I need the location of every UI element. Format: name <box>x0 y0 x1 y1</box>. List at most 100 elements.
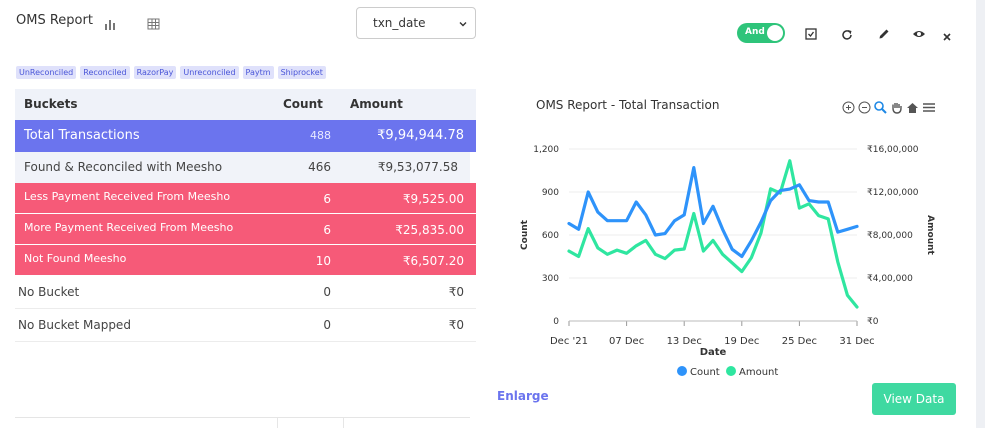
zoom-in-icon[interactable] <box>842 99 855 114</box>
row-bucket: Not Found Meesho <box>24 252 127 265</box>
y-axis-right: ₹0 ₹4,00,000 ₹8,00,000 ₹12,00,000 ₹16,00,000 <box>867 145 919 327</box>
row-bucket: No Bucket <box>18 285 80 299</box>
y2-axis-title: Amount <box>925 215 935 255</box>
x-tick-label: 13 Dec <box>667 336 702 347</box>
legend-marker-count <box>677 366 687 376</box>
selection-zoom-icon[interactable] <box>874 99 887 114</box>
bar-chart-icon[interactable] <box>103 15 117 30</box>
page-title: OMS Report <box>16 13 93 28</box>
table-icon[interactable] <box>147 15 161 30</box>
row-count: 6 <box>323 223 331 237</box>
chevron-down-icon <box>459 22 467 27</box>
filter-chip[interactable]: Paytm <box>242 66 274 79</box>
filter-chip[interactable]: UnReconciled <box>16 66 77 79</box>
filter-chip[interactable]: RazorPay <box>133 66 177 79</box>
filter-chip[interactable]: Reconciled <box>80 66 130 79</box>
close-icon[interactable] <box>941 28 955 42</box>
x-tick-label: 31 Dec <box>839 336 874 347</box>
series-line-count <box>567 166 859 259</box>
table-row[interactable]: No Bucket Mapped 0 ₹0 <box>15 309 476 342</box>
row-amount: ₹9,94,944.78 <box>377 128 464 143</box>
row-count: 0 <box>323 285 331 299</box>
menu-icon[interactable] <box>922 99 935 112</box>
date-field-select[interactable]: txn_date <box>356 7 476 39</box>
home-reset-icon[interactable] <box>906 99 919 113</box>
row-bucket: Found & Reconciled with Meesho <box>24 160 223 174</box>
table-row[interactable]: No Bucket 0 ₹0 <box>15 276 476 309</box>
header-amount[interactable]: Amount <box>350 97 403 111</box>
edit-pencil-icon[interactable] <box>877 26 891 40</box>
zoom-out-icon[interactable] <box>858 99 871 114</box>
table-row[interactable]: Found & Reconciled with Meesho 466 ₹9,53… <box>15 152 470 183</box>
chart-title: OMS Report - Total Transaction <box>536 98 720 112</box>
row-amount: ₹25,835.00 <box>395 223 464 237</box>
row-amount: ₹9,53,077.58 <box>377 160 458 174</box>
view-data-button[interactable]: View Data <box>872 383 956 415</box>
legend-marker-amount <box>726 366 736 376</box>
y2-tick-label: ₹16,00,000 <box>867 145 919 155</box>
table-footer-row <box>15 417 470 428</box>
table-row[interactable]: More Payment Received From Meesho 6 ₹25,… <box>15 214 476 245</box>
toggle-knob <box>767 25 783 41</box>
x-tick-label: 19 Dec <box>724 336 759 347</box>
filter-chip[interactable]: Unreconciled <box>180 66 239 79</box>
column-divider <box>343 418 344 428</box>
scroll-gutter <box>976 0 985 428</box>
toggle-label: And <box>745 27 765 37</box>
row-count: 6 <box>323 192 331 206</box>
row-count: 466 <box>308 160 331 174</box>
y-axis-title: Count <box>520 219 530 250</box>
filter-chips: UnReconciled Reconciled RazorPay Unrecon… <box>16 66 326 79</box>
table-row[interactable]: Less Payment Received From Meesho 6 ₹9,5… <box>15 183 476 214</box>
x-tick-label: 25 Dec <box>782 336 817 347</box>
y-tick-label: 600 <box>542 231 559 241</box>
header-buckets[interactable]: Buckets <box>24 97 78 111</box>
row-amount: ₹0 <box>448 318 464 332</box>
row-bucket: More Payment Received From Meesho <box>24 221 234 234</box>
row-amount: ₹9,525.00 <box>402 192 464 206</box>
legend-label-amount: Amount <box>739 367 778 378</box>
date-field-value: txn_date <box>373 16 426 30</box>
eye-icon[interactable] <box>912 26 926 40</box>
chart-grid <box>569 148 857 322</box>
x-axis-title: Date <box>700 347 727 358</box>
y-tick-label: 0 <box>553 317 559 327</box>
row-count: 10 <box>315 254 331 268</box>
table-header: Buckets Count Amount <box>15 89 476 120</box>
buckets-table: Buckets Count Amount Total Transactions … <box>15 89 476 342</box>
filter-chip[interactable]: Shiprocket <box>277 66 326 79</box>
y2-tick-label: ₹8,00,000 <box>867 231 913 241</box>
y-axis-left: 0 300 600 900 1,200 <box>533 145 559 327</box>
table-row[interactable]: Not Found Meesho 10 ₹6,507.20 <box>15 245 476 276</box>
y-tick-label: 300 <box>542 274 559 284</box>
x-tick-label: 07 Dec <box>609 336 644 347</box>
row-bucket: Less Payment Received From Meesho <box>24 190 231 203</box>
legend-label-count: Count <box>690 367 720 378</box>
chart-series <box>567 159 859 309</box>
row-count: 488 <box>310 129 331 142</box>
table-row[interactable]: Total Transactions 488 ₹9,94,944.78 <box>15 120 476 152</box>
header-count[interactable]: Count <box>283 97 323 111</box>
y2-tick-label: ₹4,00,000 <box>867 274 913 284</box>
enlarge-link[interactable]: Enlarge <box>497 389 549 403</box>
row-count: 0 <box>323 318 331 332</box>
and-or-toggle[interactable]: And <box>737 23 785 43</box>
x-tick-label: Dec '21 <box>550 336 588 347</box>
y-tick-label: 900 <box>542 188 559 198</box>
row-amount: ₹6,507.20 <box>402 254 464 268</box>
row-bucket: No Bucket Mapped <box>18 318 131 332</box>
chart-legend: Count Amount <box>677 366 778 378</box>
row-bucket: Total Transactions <box>24 128 140 143</box>
series-line-amount <box>567 159 859 309</box>
row-amount: ₹0 <box>448 285 464 299</box>
x-axis: Dec '21 07 Dec 13 Dec 19 Dec 25 Dec 31 Dec <box>550 320 875 347</box>
column-divider <box>277 418 278 428</box>
y-tick-label: 1,200 <box>533 145 559 155</box>
y2-tick-label: ₹12,00,000 <box>867 188 919 198</box>
refresh-icon[interactable] <box>840 27 854 41</box>
chart-toolbar <box>842 99 935 114</box>
pan-hand-icon[interactable] <box>890 99 903 114</box>
checkbox-icon[interactable] <box>804 26 818 40</box>
y2-tick-label: ₹0 <box>867 317 879 327</box>
